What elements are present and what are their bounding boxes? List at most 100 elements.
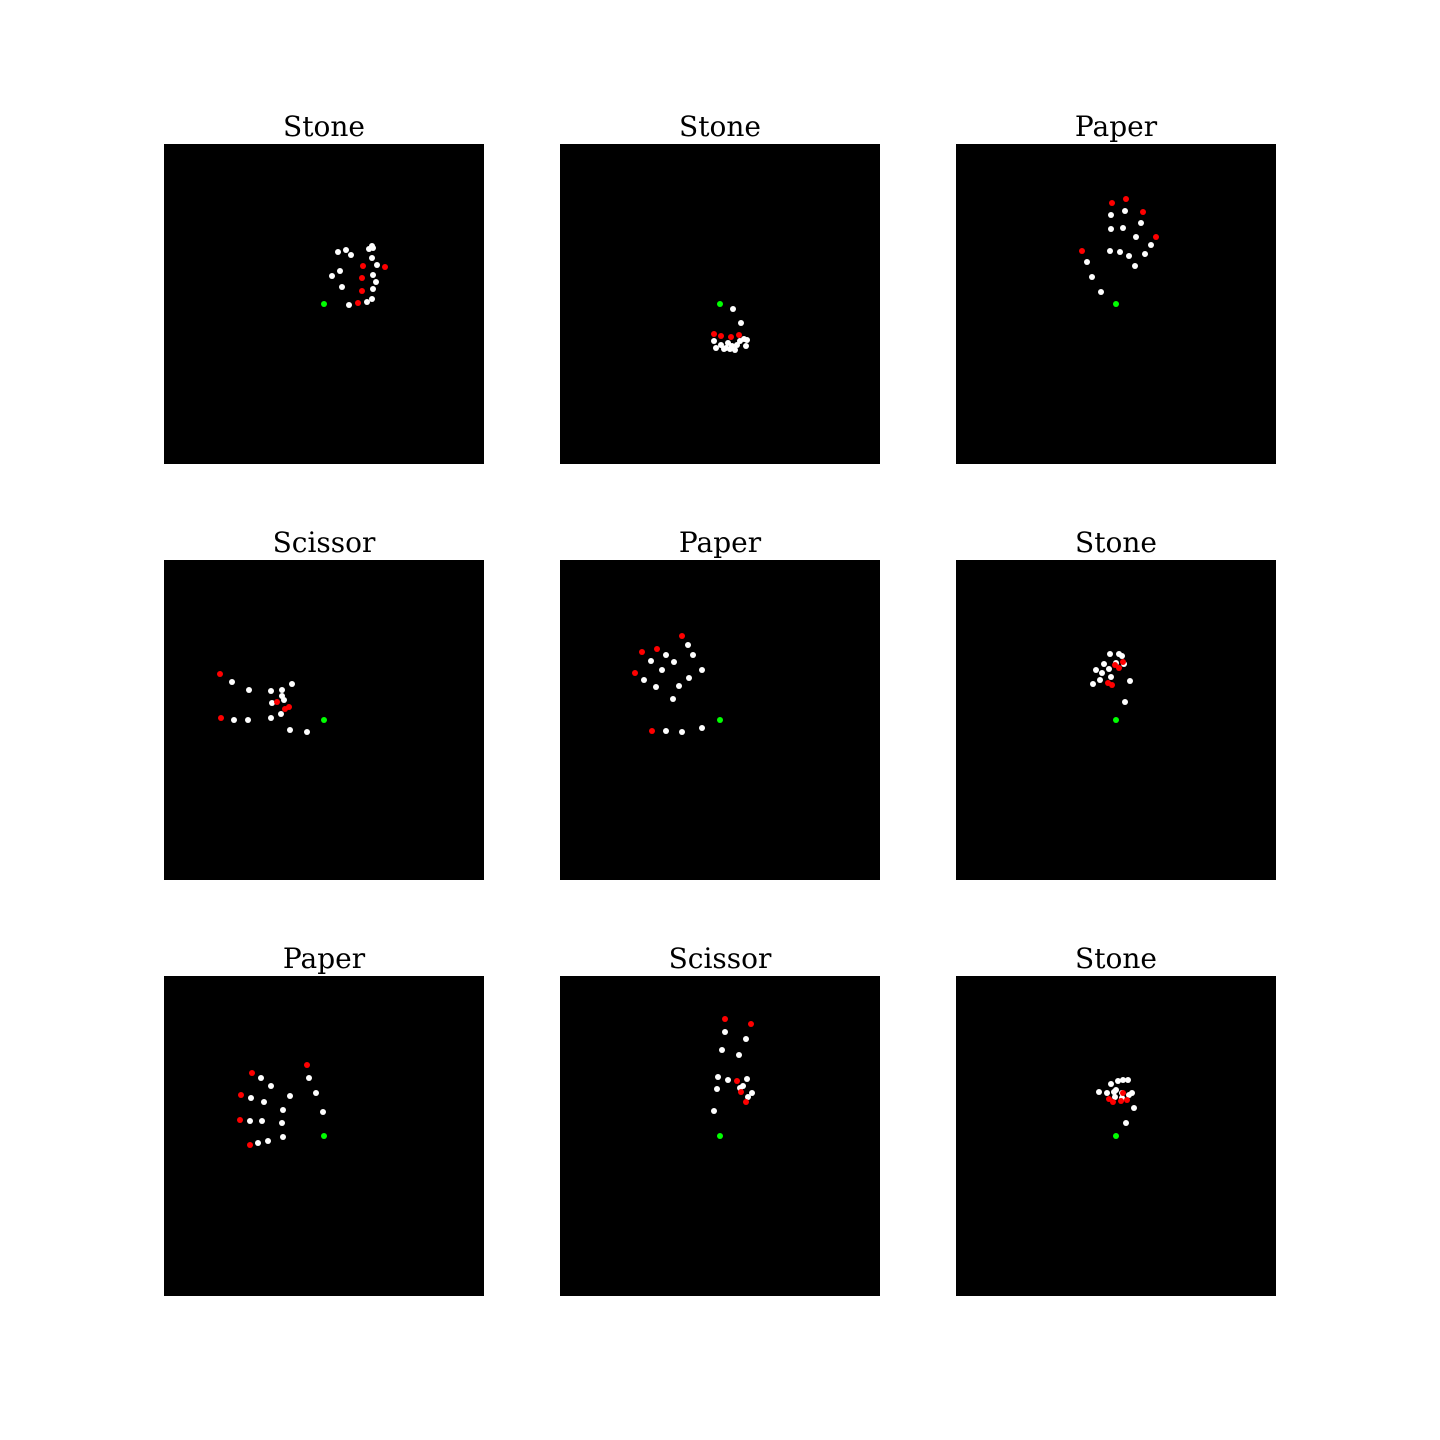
subplot-title: Paper [1074, 110, 1158, 143]
fingertip-point [1109, 682, 1115, 688]
joint-point [287, 727, 293, 733]
fingertip-point [355, 300, 361, 306]
joint-point [730, 306, 736, 312]
fingertip-point [654, 646, 660, 652]
joint-point [1089, 274, 1095, 280]
joint-point [663, 652, 669, 658]
joint-point [1101, 661, 1107, 667]
fingertip-point [1116, 665, 1122, 671]
joint-point [369, 296, 375, 302]
joint-point [1127, 678, 1133, 684]
plot-area [956, 976, 1276, 1296]
joint-point [287, 1093, 293, 1099]
joint-point [1107, 651, 1113, 657]
fingertip-point [304, 1062, 310, 1068]
joint-point [279, 1120, 285, 1126]
joint-point [306, 1075, 312, 1081]
joint-point [725, 340, 731, 346]
subplot-title: Stone [283, 110, 365, 143]
joint-point [715, 1074, 721, 1080]
wrist-point [321, 301, 327, 307]
hand-landmark-plot [1096, 1077, 1137, 1139]
joint-point [1126, 253, 1132, 259]
joint-point [719, 1047, 725, 1053]
joint-point [281, 697, 287, 703]
joint-point [741, 336, 747, 342]
fingertip-point [1140, 209, 1146, 215]
joint-point [337, 268, 343, 274]
joint-point [1108, 212, 1114, 218]
joint-point [265, 1138, 271, 1144]
joint-point [278, 711, 284, 717]
fingertip-point [1109, 200, 1115, 206]
joint-point [1120, 225, 1126, 231]
joint-point [743, 343, 749, 349]
joint-point [1120, 1077, 1126, 1083]
hand-landmark-plot [1090, 651, 1133, 723]
fingertip-point [718, 333, 724, 339]
hand-landmark-plot [711, 1016, 755, 1139]
joint-point [346, 302, 352, 308]
fingertip-point [738, 1089, 744, 1095]
joint-point [1117, 249, 1123, 255]
joint-point [258, 1075, 264, 1081]
hand-landmark-plot [237, 1062, 327, 1148]
fingertip-point [274, 699, 280, 705]
fingertip-point [218, 715, 224, 721]
fingertip-point [711, 331, 717, 337]
joint-point [1108, 674, 1114, 680]
joint-point [245, 717, 251, 723]
joint-point [1125, 1077, 1131, 1083]
joint-point [713, 345, 719, 351]
joint-point [699, 725, 705, 731]
joint-point [246, 687, 252, 693]
subplot-title: Scissor [272, 526, 376, 559]
hand-landmark-plot [321, 243, 388, 308]
joint-point [1148, 242, 1154, 248]
joint-point [247, 1118, 253, 1124]
subplot-title: Stone [1075, 942, 1157, 975]
joint-point [1108, 226, 1114, 232]
fingertip-point [238, 1092, 244, 1098]
hand-landmark-plot [632, 633, 723, 735]
joint-point [269, 700, 275, 706]
joint-point [1122, 208, 1128, 214]
wrist-point [1113, 1133, 1119, 1139]
joint-point [229, 679, 235, 685]
joint-point [699, 667, 705, 673]
joint-point [738, 320, 744, 326]
joint-point [1112, 1094, 1118, 1100]
joint-point [1104, 1090, 1110, 1096]
joint-point [1097, 677, 1103, 683]
joint-point [745, 1094, 751, 1100]
joint-point [711, 338, 717, 344]
joint-point [348, 252, 354, 258]
wrist-point [321, 1133, 327, 1139]
joint-point [749, 1090, 755, 1096]
joint-point [722, 1029, 728, 1035]
joint-point [329, 273, 335, 279]
joint-point [289, 681, 295, 687]
fingertip-point [360, 263, 366, 269]
joint-point [711, 1108, 717, 1114]
joint-point [690, 652, 696, 658]
plot-area [956, 560, 1276, 880]
joint-point [1142, 251, 1148, 257]
joint-point [653, 684, 659, 690]
joint-point [1093, 667, 1099, 673]
wrist-point [1113, 301, 1119, 307]
joint-point [231, 717, 237, 723]
fingertip-point [247, 1142, 253, 1148]
plot-area [956, 144, 1276, 464]
joint-point [679, 729, 685, 735]
fingertip-point [1079, 248, 1085, 254]
wrist-point [717, 301, 723, 307]
fingertip-point [359, 275, 365, 281]
joint-point [369, 255, 375, 261]
fingertip-point [359, 288, 365, 294]
joint-point [736, 1052, 742, 1058]
fingertip-point [382, 264, 388, 270]
fingertip-point [1153, 234, 1159, 240]
joint-point [1115, 1078, 1121, 1084]
